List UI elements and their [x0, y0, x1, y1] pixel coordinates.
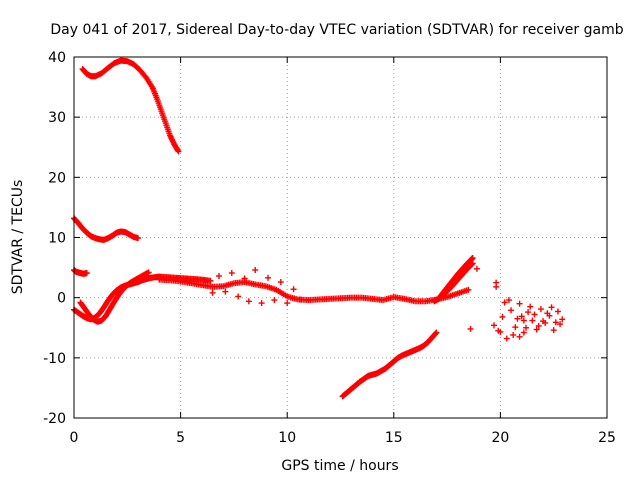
data-point	[277, 279, 284, 286]
data-point	[473, 265, 480, 272]
data-point	[501, 299, 508, 306]
data-point	[535, 322, 542, 329]
x-tick-label: 10	[278, 430, 296, 446]
data-point	[516, 333, 523, 340]
data-point	[554, 308, 561, 315]
data-point	[493, 283, 500, 290]
data-point	[544, 310, 551, 317]
x-tick-label: 25	[598, 430, 616, 446]
data-point	[432, 330, 439, 337]
data-point	[145, 269, 152, 276]
y-tick-label: 10	[48, 231, 66, 247]
data-point	[284, 300, 291, 307]
data-point	[207, 277, 214, 284]
data-point	[433, 329, 440, 336]
data-point	[537, 306, 544, 313]
data-point	[175, 148, 182, 155]
data-point	[465, 286, 472, 293]
chart-title: Day 041 of 2017, Sidereal Day-to-day VTE…	[50, 22, 623, 38]
data-point	[505, 297, 512, 304]
data-points	[71, 57, 566, 400]
data-point	[520, 329, 527, 336]
data-point	[510, 331, 517, 338]
data-point	[271, 297, 278, 304]
data-point	[83, 269, 90, 276]
data-point	[516, 300, 523, 307]
data-point	[533, 326, 540, 333]
data-point	[245, 298, 252, 305]
grid-lines	[74, 57, 607, 418]
data-point	[497, 328, 504, 335]
y-tick-label: 20	[48, 170, 66, 186]
data-point	[222, 288, 229, 295]
data-point	[468, 261, 475, 268]
data-point	[174, 147, 181, 154]
plot-frame	[73, 56, 608, 419]
data-point	[209, 289, 216, 296]
data-point	[265, 274, 272, 281]
data-point	[508, 307, 515, 314]
y-tick-label: 0	[57, 291, 66, 307]
data-point	[491, 322, 498, 329]
data-point	[252, 266, 259, 273]
data-point	[529, 317, 536, 324]
y-axis-label: SDTVAR / TECUs	[10, 180, 26, 295]
data-point	[559, 316, 566, 323]
data-point	[499, 313, 506, 320]
data-point	[531, 311, 538, 318]
data-point	[548, 304, 555, 311]
data-point	[215, 273, 222, 280]
data-point	[550, 327, 557, 334]
data-point	[296, 296, 303, 303]
y-tick-label: 40	[48, 50, 66, 66]
data-point	[469, 260, 476, 267]
x-tick-label: 20	[491, 430, 509, 446]
data-point	[527, 303, 534, 310]
data-point	[235, 293, 242, 300]
data-point	[228, 269, 235, 276]
data-point	[512, 324, 519, 331]
data-point	[290, 286, 297, 293]
x-tick-label: 5	[176, 430, 185, 446]
data-point	[522, 324, 529, 331]
data-point	[469, 254, 476, 261]
axis-ticks: 0 5 10 15 20 25 -20 -10 0 10 20 30 40	[43, 50, 616, 446]
data-point	[514, 315, 521, 322]
y-tick-label: 30	[48, 110, 66, 126]
data-point	[520, 317, 527, 324]
data-point	[557, 321, 564, 328]
data-point	[518, 313, 525, 320]
x-axis-label: GPS time / hours	[281, 458, 398, 474]
data-point	[241, 275, 248, 282]
data-point	[467, 325, 474, 332]
data-point	[540, 318, 547, 325]
x-tick-label: 15	[385, 430, 403, 446]
data-point	[134, 235, 141, 242]
x-tick-label: 0	[70, 430, 79, 446]
y-tick-label: -20	[43, 411, 66, 427]
data-point	[258, 300, 265, 307]
y-tick-label: -10	[43, 351, 66, 367]
data-point	[552, 319, 559, 326]
data-point	[503, 335, 510, 342]
data-point	[525, 309, 532, 316]
